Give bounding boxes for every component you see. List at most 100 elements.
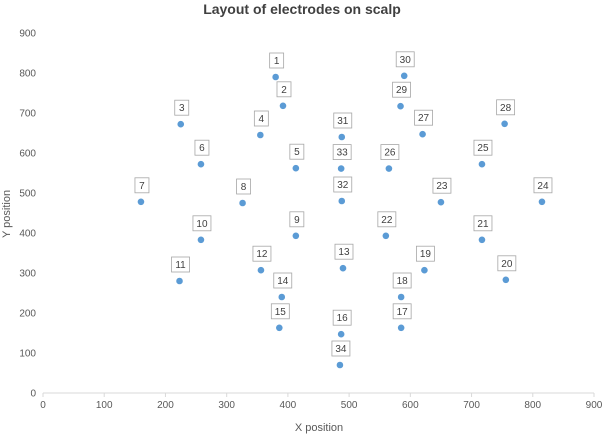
point-label: 8 (241, 182, 247, 193)
data-point-electrode-10 (197, 236, 205, 244)
data-point-electrode-18 (397, 293, 405, 301)
point-label-box (332, 309, 352, 326)
point-label: 23 (436, 181, 448, 192)
point-label-box (331, 340, 351, 357)
data-point-electrode-19 (421, 266, 428, 274)
point-label-box (270, 303, 290, 320)
data-point-electrode-29 (397, 102, 404, 110)
point-label-box (533, 177, 553, 194)
x-tick-label: 200 (157, 400, 174, 411)
data-point-electrode-2 (279, 102, 287, 110)
data-point-electrode-14 (278, 293, 286, 301)
x-tick-label: 700 (463, 400, 480, 411)
point-label: 18 (397, 276, 409, 287)
data-point-electrode-13 (339, 264, 347, 272)
data-point-electrode-31 (338, 133, 346, 141)
data-point-electrode-17 (397, 324, 405, 332)
point-label: 5 (294, 147, 300, 158)
point-label: 2 (281, 85, 287, 96)
point-label-box (377, 211, 397, 228)
x-tick-label: 900 (586, 400, 603, 411)
data-point-electrode-5 (292, 164, 300, 172)
data-point-electrode-33 (337, 165, 345, 172)
y-tick-label: 400 (19, 229, 36, 240)
point-label: 10 (196, 219, 208, 230)
y-tick-label: 300 (19, 269, 36, 280)
data-point-electrode-28 (501, 120, 508, 128)
data-point-electrode-16 (337, 330, 345, 338)
point-label: 9 (294, 215, 300, 226)
point-label: 14 (277, 276, 289, 287)
point-label: 32 (337, 180, 349, 191)
point-label-box (289, 211, 305, 228)
data-point-electrode-22 (382, 232, 390, 240)
y-tick-label: 900 (19, 29, 36, 40)
x-tick-label: 500 (341, 400, 358, 411)
point-label-box (473, 215, 493, 232)
y-tick-label: 200 (19, 309, 36, 320)
point-label-box (289, 143, 305, 160)
point-label-box (414, 109, 433, 126)
data-point-electrode-32 (338, 197, 346, 205)
point-label: 31 (337, 116, 349, 127)
y-tick-label: 800 (19, 69, 36, 80)
point-label: 16 (337, 313, 349, 324)
data-point-electrode-11 (176, 277, 183, 285)
chart-title: Layout of electrodes on scalp (203, 1, 401, 17)
point-label: 24 (537, 181, 549, 192)
data-point-electrode-21 (478, 236, 486, 244)
y-tick-label: 100 (19, 349, 36, 360)
data-point-electrode-8 (239, 199, 246, 207)
data-point-electrode-4 (257, 131, 264, 139)
point-label-box (269, 52, 285, 69)
data-points-group (137, 72, 546, 369)
y-tick-label: 600 (19, 149, 36, 160)
data-point-electrode-1 (272, 73, 279, 81)
point-label: 12 (256, 249, 268, 260)
point-label-box (392, 81, 411, 98)
point-label-box (332, 144, 352, 161)
point-label-box (273, 272, 293, 289)
x-tick-label: 300 (218, 400, 235, 411)
data-point-electrode-27 (419, 130, 426, 138)
data-point-electrode-7 (137, 198, 145, 206)
x-tick-label: 400 (280, 400, 297, 411)
point-label-box (497, 255, 517, 272)
point-label: 33 (337, 148, 349, 159)
x-tick-label: 600 (402, 400, 419, 411)
y-tick-label: 700 (19, 109, 36, 120)
point-label-box (333, 176, 353, 193)
point-label-box (253, 110, 269, 127)
point-label: 11 (175, 260, 186, 271)
point-label: 29 (396, 85, 408, 96)
point-label-box (334, 243, 354, 260)
data-point-electrode-34 (336, 361, 344, 369)
point-label: 30 (400, 55, 412, 66)
point-label-box (174, 99, 190, 116)
point-label-box (496, 99, 516, 116)
point-label-box (194, 139, 210, 156)
point-label: 4 (259, 114, 265, 125)
data-point-electrode-15 (276, 324, 283, 332)
point-label: 25 (477, 143, 489, 154)
data-point-electrode-23 (437, 198, 445, 206)
point-label: 20 (501, 259, 513, 270)
point-label-box (392, 303, 412, 320)
data-point-electrode-6 (197, 160, 205, 168)
data-point-electrode-12 (257, 266, 265, 274)
point-label-box (134, 177, 150, 194)
y-tick-label: 500 (19, 189, 36, 200)
point-label: 26 (384, 148, 396, 159)
point-label-box (432, 177, 452, 194)
data-point-electrode-3 (177, 120, 185, 128)
point-label-box (395, 51, 415, 68)
y-axis-label: Y position (1, 190, 13, 238)
point-label: 15 (275, 307, 287, 318)
data-point-electrode-30 (400, 72, 408, 80)
x-tick-label: 100 (96, 400, 113, 411)
x-tick-label: 0 (40, 400, 46, 411)
point-label-box (416, 245, 435, 262)
